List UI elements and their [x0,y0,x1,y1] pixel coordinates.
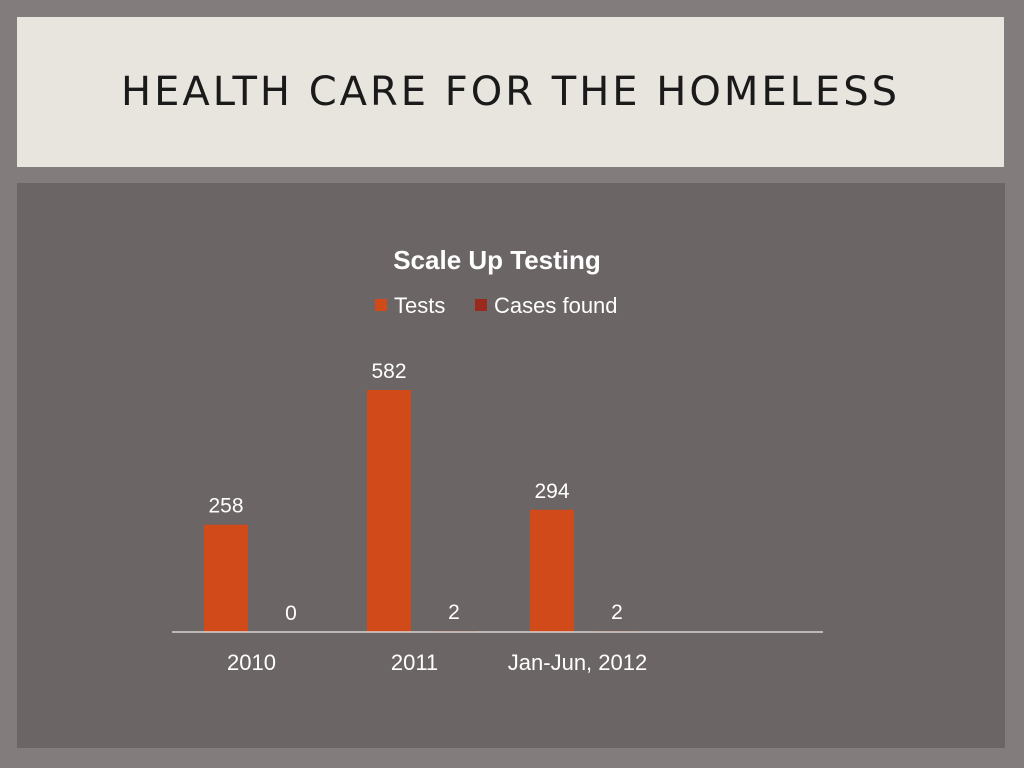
legend-label-cases-found: Cases found [494,293,618,318]
data-labels-group: 258 0 582 2 294 2 [208,360,622,625]
x-tick-label-2: Jan-Jun, 2012 [508,650,647,675]
chart-title: Scale Up Testing [393,245,601,275]
bar-tests-0 [204,524,248,632]
legend-swatch-tests [375,299,387,311]
data-label-cases-found-0: 0 [285,602,297,625]
data-label-tests-2: 294 [534,480,569,503]
x-tick-labels-group: 2010 2011 Jan-Jun, 2012 [227,650,647,675]
chart-legend: Tests Cases found [375,293,618,318]
data-label-tests-1: 582 [371,360,406,383]
data-label-cases-found-2: 2 [611,601,623,624]
bars-group [204,390,639,632]
data-label-cases-found-1: 2 [448,601,460,624]
content-panel: Scale Up Testing Tests Cases found 258 0 5… [17,183,1005,748]
bar-chart: Scale Up Testing Tests Cases found 258 0 5… [172,245,823,675]
x-tick-label-1: 2011 [391,650,438,675]
slide-title: HEALTH CARE FOR THE HOMELESS [121,69,900,115]
data-label-tests-0: 258 [208,495,243,518]
x-tick-label-0: 2010 [227,650,276,675]
legend-label-tests: Tests [394,293,445,318]
bar-tests-1 [367,390,411,632]
bar-tests-2 [530,509,574,632]
legend-swatch-cases-found [475,299,487,311]
title-band: HEALTH CARE FOR THE HOMELESS [17,17,1004,167]
